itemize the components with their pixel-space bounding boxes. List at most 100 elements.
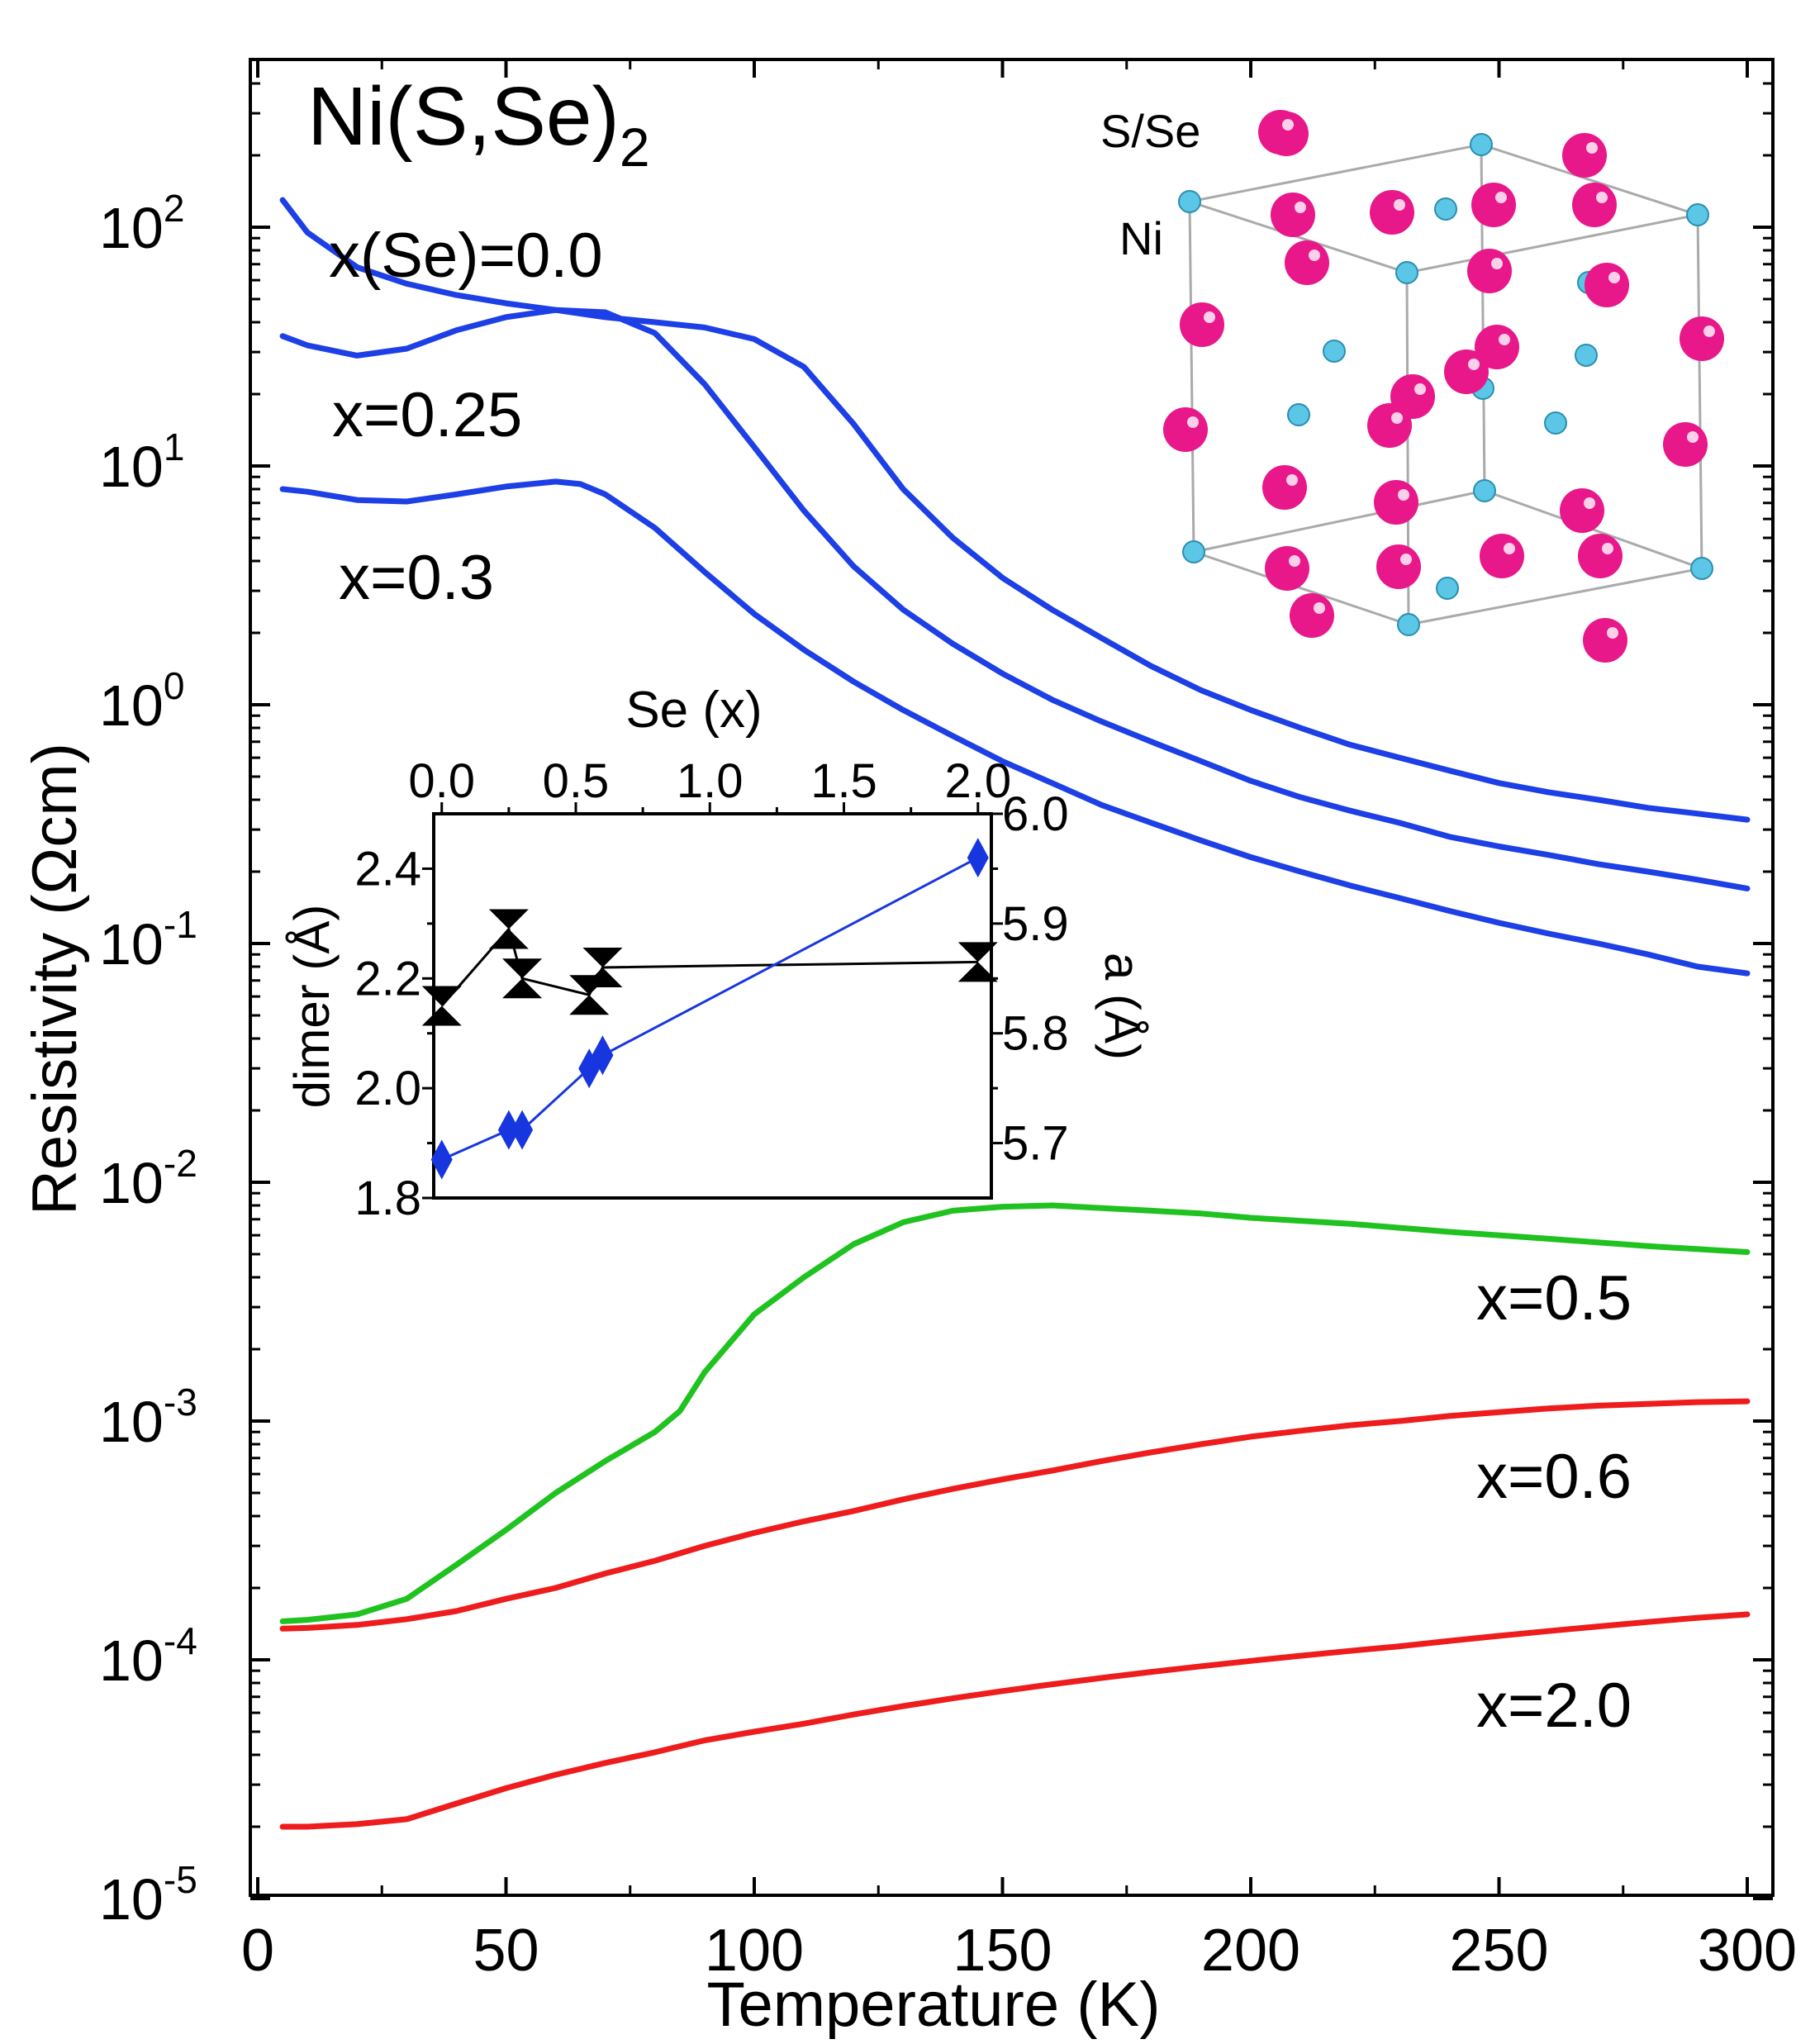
inset-right-tick-label: 5.8 (1002, 1007, 1069, 1061)
inset-marker-dimer (582, 948, 623, 987)
cell-edge (1193, 489, 1485, 554)
series-label-x00: x(Se)=0.0 (329, 221, 603, 291)
cell-edge (1193, 550, 1409, 626)
inset-left-tick-label: 2.2 (354, 952, 421, 1005)
inset-x-tick-label: 1.5 (810, 754, 877, 808)
ni-atom (1436, 577, 1459, 600)
ni-atom (1323, 340, 1346, 363)
series-line-0 (279, 197, 1751, 823)
chalcogen-highlight (1602, 543, 1613, 554)
chalcogen-highlight (1309, 250, 1320, 261)
chalcogen-atom (1467, 249, 1512, 293)
chalcogen-atom (1480, 534, 1524, 578)
chalcogen-highlight (1400, 554, 1412, 565)
ni-atom (1544, 411, 1567, 435)
inset-left-axis-label: dimer (Å) (284, 905, 340, 1109)
chalcogen-atom (1271, 193, 1315, 237)
x-tick-label: 250 (1449, 1918, 1548, 1984)
unit-cell-edges (1188, 143, 1703, 626)
chalcogen-highlight (1314, 602, 1325, 614)
inset-x-axis-label: Se (x) (625, 682, 762, 739)
inset-marker-dimer (421, 986, 462, 1026)
series-line-5 (279, 1611, 1751, 1830)
legend-chalcogen-atom (1258, 110, 1303, 154)
chalcogen-highlight (1504, 543, 1515, 554)
ni-atom (1178, 190, 1201, 213)
inset-data (421, 838, 998, 1180)
legend-label-ni: Ni (1119, 212, 1163, 264)
chalcogen-atom (1163, 407, 1208, 452)
ni-atom (1287, 403, 1310, 426)
chalcogen-highlight (1398, 489, 1409, 501)
series-line-2 (279, 478, 1751, 977)
chalcogen-atom (1290, 593, 1334, 638)
series-line-4 (279, 1398, 1751, 1632)
chalcogen-atom (1680, 316, 1724, 361)
x-tick-label: 200 (1201, 1918, 1300, 1984)
chalcogen-atom (1471, 183, 1516, 227)
chalcogen-highlight (1607, 627, 1618, 639)
chalcogen-highlight (1687, 431, 1699, 443)
chalcogen-highlight (1584, 497, 1595, 509)
cell-edge (1188, 201, 1195, 553)
series-label-x05: x=0.5 (1476, 1263, 1632, 1333)
chalcogen-highlight (1286, 474, 1298, 486)
cell-edge (1189, 200, 1408, 274)
ni-atom (1473, 479, 1496, 502)
cell-edge (1408, 567, 1703, 626)
plot-frame (249, 58, 1775, 1897)
series-label-x03: x=0.3 (339, 543, 494, 613)
x-tick-label: 0 (241, 1918, 274, 1984)
resistivity-curves (279, 197, 1751, 1830)
inset-right-tick-label: 5.7 (1002, 1117, 1069, 1171)
chalcogen-highlight (1596, 192, 1608, 203)
inset-ticks: 0.0 0.5 1.0 1.5 2.0 1.8 2.0 2.2 2.4 5.7 5.8 5.9 6.0 (354, 754, 1068, 1225)
cell-edge (1696, 214, 1703, 569)
ni-atom (1575, 344, 1598, 367)
chalcogen-atom (1578, 534, 1623, 578)
chalcogen-highlight (1295, 202, 1306, 213)
ni-atom (1690, 557, 1713, 580)
legend-label-chalcogen: S/Se (1100, 105, 1200, 157)
series-label-x20: x=2.0 (1476, 1671, 1632, 1741)
inset-x-tick-label: 0.5 (543, 754, 610, 808)
chalcogen-atom (1583, 618, 1627, 663)
inset-left-tick-label: 2.0 (354, 1062, 421, 1115)
crystal-structure-inset: S/Se Ni (1100, 105, 1724, 663)
chalcogen-atom (1370, 190, 1414, 235)
series-line-1 (279, 307, 1751, 891)
chalcogen-highlight (1608, 272, 1620, 283)
x-tick-label: 150 (953, 1918, 1052, 1984)
chalcogen-highlight (1391, 412, 1403, 424)
chalcogen-highlight (1586, 142, 1598, 154)
inset-marker-dimer (502, 958, 543, 999)
chalcogen-highlight (1394, 199, 1405, 211)
ni-atom (1182, 540, 1205, 563)
y-tick-label: 10-5 (99, 1858, 197, 1932)
ni-atom (1434, 197, 1457, 221)
ni-atom (1470, 133, 1493, 156)
inset-right-axis-label: a (Å) (1095, 953, 1150, 1060)
inset-marker-a (511, 1110, 534, 1150)
chalcogen-atom (1374, 480, 1418, 525)
inset-right-tick-label: 6.0 (1002, 787, 1069, 841)
x-tick-label: 300 (1698, 1918, 1797, 1984)
chalcogen-highlight (1495, 192, 1507, 203)
chalcogen-highlight (1468, 359, 1480, 370)
lattice-parameter-inset: Se (x) dimer (Å) a (Å) 0.0 0.5 1.0 1.5 2.0 1.… (284, 682, 1150, 1225)
inset-line-a (441, 856, 979, 1161)
chalcogen-highlight (1187, 416, 1199, 428)
inset-x-tick-label: 2.0 (944, 754, 1011, 808)
inset-left-tick-label: 1.8 (354, 1172, 421, 1225)
inset-right-tick-label: 5.9 (1002, 897, 1069, 951)
chalcogen-highlight (1499, 334, 1510, 345)
chalcogen-highlight (1491, 258, 1503, 269)
ni-atom (1686, 203, 1709, 226)
chalcogen-atom (1444, 349, 1489, 394)
inset-marker-dimer (488, 909, 529, 949)
chalcogen-atom (1265, 546, 1309, 591)
ni-atom (1395, 261, 1418, 284)
chalcogen-atom (1367, 403, 1412, 448)
inset-marker-a (592, 1035, 614, 1076)
